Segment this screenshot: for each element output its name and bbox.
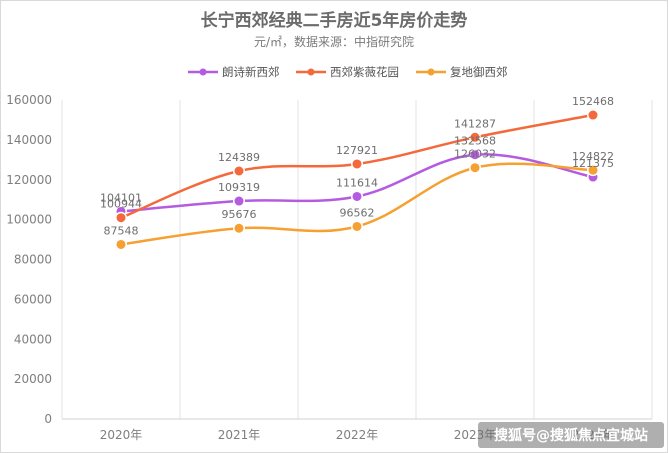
x-tick-label: 2021年 (218, 428, 261, 442)
watermark: 搜狐号@搜狐焦点宜城站 (478, 422, 664, 448)
data-label: 109319 (218, 181, 260, 194)
data-point (234, 223, 244, 233)
chart-subtitle: 元/㎡，数据来源：中指研究院 (254, 34, 414, 49)
legend-label: 朗诗新西郊 (222, 65, 280, 79)
data-label: 104101 (100, 191, 142, 204)
data-label: 141287 (454, 117, 496, 130)
data-label: 132568 (454, 135, 496, 148)
data-point (470, 132, 480, 142)
data-label: 126032 (454, 148, 496, 161)
grid (61, 100, 653, 420)
legend-item: 西郊紫薇花园 (296, 65, 399, 79)
data-labels: 104101 109319 111614 132568 121375 100944 1243… (100, 95, 614, 237)
series-layer (115, 109, 599, 251)
y-tick-label: 60000 (14, 292, 52, 306)
y-tick-label: 20000 (14, 372, 52, 386)
series-0 (115, 148, 599, 218)
chart-title: 长宁西郊经典二手房近5年房价走势 (201, 10, 468, 31)
legend-swatch-marker (427, 68, 435, 76)
data-label: 127921 (336, 144, 378, 157)
data-label: 100944 (100, 198, 142, 211)
series-2 (115, 161, 599, 251)
y-axis: 0 20000 40000 60000 80000 100000 120000 140000 1… (6, 93, 52, 426)
data-label: 124822 (572, 150, 614, 163)
y-tick-label: 160000 (6, 93, 52, 107)
data-label: 87548 (104, 224, 139, 237)
legend: 朗诗新西郊 西郊紫薇花园 复地御西郊 (188, 65, 508, 79)
data-point (352, 191, 362, 201)
series-1 (115, 109, 599, 224)
data-point (116, 239, 126, 249)
data-point (234, 196, 244, 206)
y-tick-label: 100000 (6, 213, 52, 227)
legend-label: 复地御西郊 (450, 65, 508, 79)
y-tick-label: 140000 (6, 133, 52, 147)
data-label: 95676 (222, 208, 257, 221)
legend-swatch-marker (199, 68, 207, 76)
data-point (470, 150, 480, 160)
data-label: 124389 (218, 151, 260, 164)
data-point (116, 213, 126, 223)
y-tick-label: 40000 (14, 332, 52, 346)
y-tick-label: 0 (44, 412, 52, 426)
x-tick-label: 2022年 (336, 428, 379, 442)
legend-label: 西郊紫薇花园 (330, 65, 399, 79)
data-point (470, 163, 480, 173)
data-label: 111614 (336, 176, 378, 189)
data-label: 152468 (572, 95, 614, 108)
legend-item: 朗诗新西郊 (188, 65, 280, 79)
legend-swatch-marker (307, 68, 315, 76)
data-point (234, 166, 244, 176)
data-label: 96562 (340, 206, 375, 219)
data-point (352, 221, 362, 231)
data-label: 121375 (572, 157, 614, 170)
y-tick-label: 120000 (6, 173, 52, 187)
data-point (588, 165, 598, 175)
y-tick-label: 80000 (14, 253, 52, 267)
x-tick-label: 2020年 (100, 428, 143, 442)
watermark-text: 搜狐号@搜狐焦点宜城站 (494, 427, 648, 444)
data-point (352, 159, 362, 169)
data-point (588, 110, 598, 120)
legend-item: 复地御西郊 (416, 65, 508, 79)
